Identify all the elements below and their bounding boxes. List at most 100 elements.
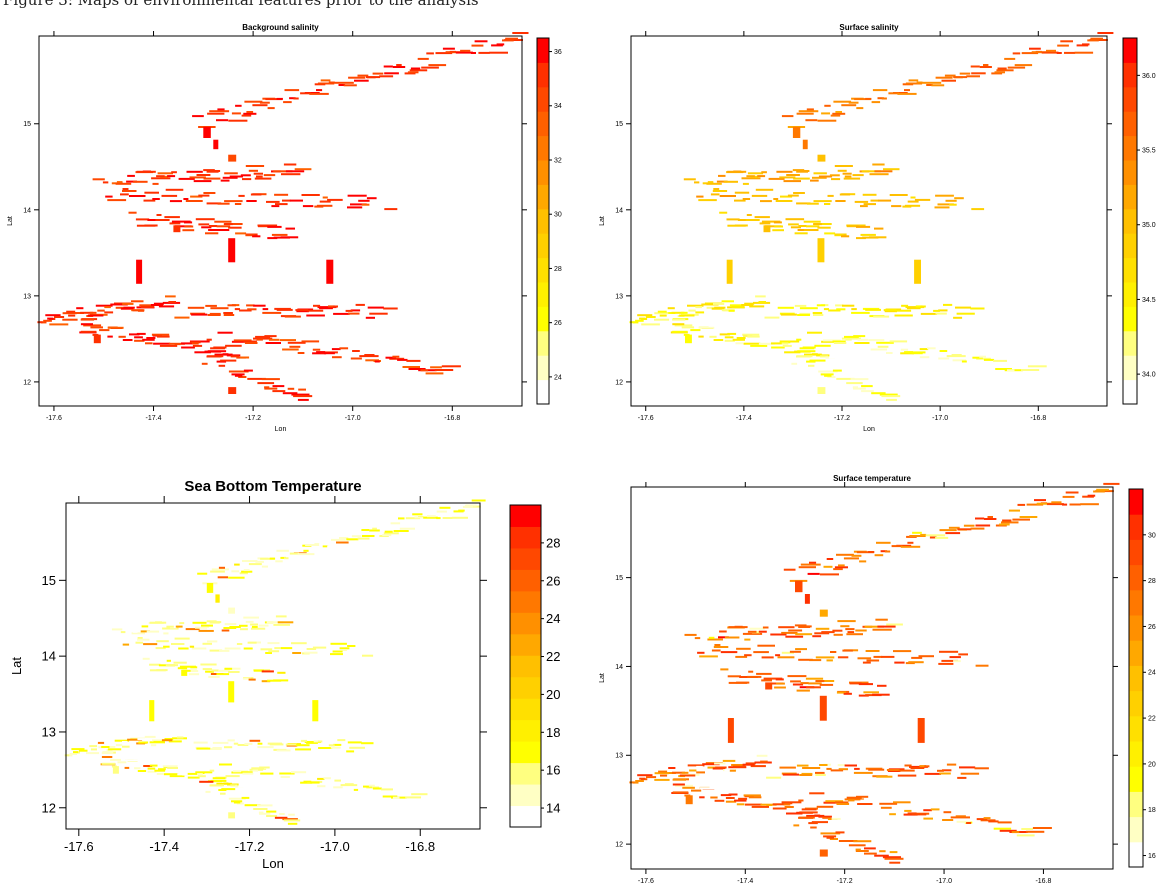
heatmap-cell [132, 630, 138, 633]
heatmap-cell [976, 818, 988, 821]
heatmap-cell [959, 72, 971, 75]
heatmap-cell [159, 344, 178, 347]
heatmap-cell [919, 348, 929, 351]
heatmap-cell [861, 170, 881, 173]
heatmap-cell [137, 638, 150, 641]
heatmap-cell [1064, 51, 1076, 54]
heatmap-cell [470, 52, 476, 54]
heatmap-cell [283, 163, 297, 166]
heatmap-cell [979, 355, 986, 358]
heatmap-cell [781, 802, 793, 805]
heatmap-cell [289, 345, 301, 348]
heatmap-cell [854, 767, 860, 770]
heatmap-cell [122, 190, 137, 192]
heatmap-cell [80, 318, 95, 321]
heatmap-cell [863, 203, 876, 206]
heatmap-cell [1012, 518, 1030, 521]
heatmap-cell [939, 529, 957, 532]
heatmap-cell [1062, 503, 1068, 506]
heatmap-cell [144, 735, 156, 738]
heatmap-cell [842, 304, 855, 307]
heatmap-cell [505, 37, 518, 40]
colorbar-tick-label: 32 [554, 157, 562, 164]
heatmap-cell [994, 71, 1005, 74]
heatmap-cell [818, 370, 838, 373]
heatmap-cell [810, 826, 817, 829]
heatmap-cell [309, 92, 329, 95]
heatmap-cell [905, 306, 925, 309]
heatmap-cell [280, 556, 286, 559]
heatmap-cell [808, 364, 815, 367]
heatmap-cell [243, 340, 257, 343]
heatmap-cell [681, 326, 695, 329]
heatmap-cell [975, 524, 991, 527]
heatmap-cell [309, 644, 314, 647]
y-tick-label: 15 [615, 575, 623, 582]
heatmap-cell [179, 622, 185, 625]
colorbar-swatch [1129, 615, 1143, 641]
heatmap-cell [207, 170, 221, 172]
heatmap-cell [68, 314, 76, 317]
heatmap-cell [203, 177, 221, 180]
y-tick-label: 15 [42, 573, 56, 588]
heatmap-cell [971, 208, 985, 211]
heatmap-cell [200, 663, 217, 666]
heatmap-cell [788, 629, 803, 632]
heatmap-cell [781, 772, 797, 775]
heatmap-cell [187, 772, 199, 775]
heatmap-cell [237, 744, 249, 746]
heatmap-cell [328, 305, 335, 308]
heatmap-cell [805, 119, 818, 122]
heatmap-cell [720, 794, 732, 797]
heatmap-cell [107, 335, 113, 338]
heatmap-cell [696, 771, 705, 774]
colorbar-swatch [1123, 62, 1137, 88]
heatmap-cell [193, 180, 212, 183]
heatmap-cell [363, 785, 373, 788]
heatmap-cell [984, 518, 997, 520]
heatmap-cell [244, 742, 253, 745]
heatmap-cell [241, 570, 253, 573]
heatmap-cell [238, 785, 247, 788]
heatmap-cell [351, 535, 361, 538]
heatmap-cell [174, 225, 192, 228]
x-tick-label: -17.4 [736, 415, 752, 422]
heatmap-cell [855, 629, 867, 632]
heatmap-cell [134, 336, 143, 339]
heatmap-cell [240, 356, 250, 359]
heatmap-cell [294, 168, 312, 171]
heatmap-cell [246, 304, 255, 307]
heatmap-cell [875, 618, 888, 621]
heatmap-cell [229, 175, 243, 178]
heatmap-cell [330, 642, 347, 645]
chart-background-salinity: Background salinity -17.6 -17.4 -17.2 -17.0-… [0, 0, 583, 444]
heatmap-cell [679, 774, 696, 777]
colorbar-swatch [1129, 766, 1143, 792]
heatmap-cell [90, 748, 97, 751]
heatmap-cell [826, 767, 832, 770]
heatmap-cell [971, 72, 986, 75]
heatmap-cell [857, 803, 873, 805]
heatmap-cell [347, 194, 367, 197]
heatmap-cell [224, 172, 238, 175]
colorbar-swatch [510, 741, 541, 764]
heatmap-cell [257, 746, 274, 749]
heatmap-cell [367, 306, 384, 309]
heatmap-cell [761, 679, 772, 682]
heatmap-cell [208, 675, 220, 678]
heatmap-cell [795, 648, 807, 651]
heatmap-cell [241, 796, 250, 799]
heatmap-cell [275, 615, 287, 618]
heatmap-cell [744, 803, 762, 806]
heatmap-cell [412, 513, 423, 516]
colorbar-swatch [510, 676, 541, 699]
heatmap-cell [896, 544, 912, 547]
colorbar-swatch [537, 86, 549, 112]
heatmap-cell [851, 554, 862, 557]
heatmap-cell [639, 317, 646, 320]
heatmap-cell [889, 194, 908, 196]
heatmap-cell [289, 199, 303, 202]
heatmap-cell [218, 364, 226, 367]
heatmap-cell [279, 813, 285, 815]
heatmap-cell [366, 76, 381, 79]
